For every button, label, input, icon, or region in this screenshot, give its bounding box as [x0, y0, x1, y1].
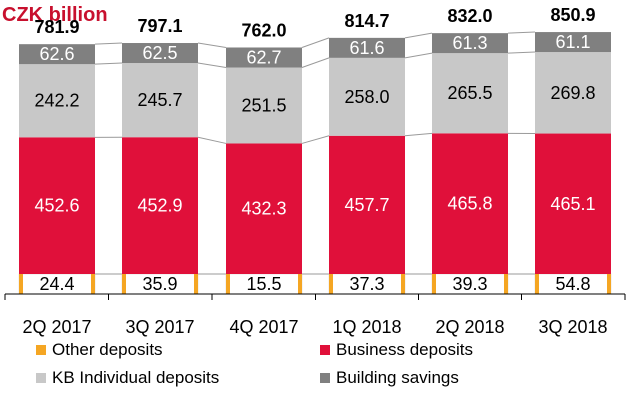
bar-business-deposits [432, 133, 508, 274]
chart-title: CZK billion [2, 4, 108, 26]
connector-line [404, 132, 433, 137]
data-label: 61.3 [452, 33, 487, 53]
bar-kb-individual-deposits [535, 52, 611, 134]
data-label: 37.3 [349, 274, 384, 294]
connector-line [94, 62, 123, 65]
data-label: 61.1 [555, 32, 590, 52]
data-label: 465.8 [447, 194, 492, 214]
data-label: 457.7 [344, 195, 389, 215]
bar-building-savings [226, 47, 302, 68]
legend-swatch-other-deposits [36, 344, 46, 355]
data-label: 35.9 [142, 274, 177, 294]
data-label: 24.4 [39, 274, 74, 294]
bar-building-savings [122, 43, 198, 64]
x-tick-label: 1Q 2018 [332, 317, 401, 337]
legend-swatch-building-savings [320, 372, 330, 383]
legend-item-kb-individual-deposits: KB Individual deposits [36, 368, 219, 388]
legend-swatch-business-deposits [320, 344, 330, 355]
data-label: 432.3 [241, 199, 286, 219]
data-label: 15.5 [246, 274, 281, 294]
legend-swatch-kb-individual-deposits [36, 372, 46, 383]
connector-line [507, 31, 536, 34]
bar-business-deposits [226, 143, 302, 274]
x-tick-label: 2Q 2018 [435, 317, 504, 337]
connector-line [404, 32, 433, 39]
data-label: 62.5 [142, 43, 177, 63]
bar-kb-individual-deposits [19, 64, 95, 138]
connector-line [404, 52, 433, 59]
bar-building-savings [19, 44, 95, 65]
legend-label-kb-individual-deposits: KB Individual deposits [52, 368, 220, 387]
bar-kb-individual-deposits [329, 57, 405, 136]
connector-line [197, 42, 227, 48]
data-label: 242.2 [34, 91, 79, 111]
x-tick-label: 3Q 2018 [538, 317, 607, 337]
bar-other-deposits-stripe [298, 274, 302, 294]
legend-label-business-deposits: Business deposits [336, 340, 474, 359]
x-tick-label: 4Q 2017 [229, 317, 298, 337]
bar-other-deposits-stripe [401, 274, 405, 294]
bar-business-deposits [329, 135, 405, 274]
connector-line [507, 51, 536, 54]
connector-line [94, 42, 123, 45]
bar-other-deposits-stripe [329, 274, 333, 294]
data-label: 39.3 [452, 274, 487, 294]
connector-line [301, 37, 330, 48]
bar-other-deposits-stripe [226, 274, 230, 294]
data-label: 245.7 [137, 90, 182, 110]
total-label: 762.0 [241, 20, 286, 40]
connector-line [301, 57, 330, 68]
data-label: 265.5 [447, 83, 492, 103]
legend-item-other-deposits: Other deposits [36, 340, 163, 360]
bar-other-deposits-stripe [607, 274, 611, 294]
data-label: 269.8 [550, 83, 595, 103]
bar-building-savings [432, 33, 508, 54]
bar-business-deposits [19, 137, 95, 274]
data-label: 258.0 [344, 87, 389, 107]
data-label: 251.5 [241, 95, 286, 115]
data-label: 54.8 [555, 274, 590, 294]
total-label: 797.1 [137, 16, 182, 36]
connector-line [197, 136, 227, 144]
total-label: 832.0 [447, 6, 492, 26]
bar-kb-individual-deposits [432, 53, 508, 134]
legend-item-building-savings: Building savings [320, 368, 459, 388]
legend-label-building-savings: Building savings [336, 368, 459, 387]
total-label: 781.9 [34, 17, 79, 37]
bar-other-deposits-stripe [504, 274, 508, 294]
bar-kb-individual-deposits [122, 63, 198, 138]
bar-business-deposits [535, 133, 611, 274]
bar-other-deposits-stripe [122, 274, 126, 294]
x-tick-label: 2Q 2017 [22, 317, 91, 337]
data-label: 452.6 [34, 196, 79, 216]
bar-building-savings [329, 37, 405, 58]
bar-other-deposits-stripe [91, 274, 95, 294]
bar-kb-individual-deposits [226, 67, 302, 144]
bar-building-savings [535, 32, 611, 53]
data-label: 465.1 [550, 194, 595, 214]
bar-other-deposits-stripe [432, 274, 436, 294]
data-label: 452.9 [137, 196, 182, 216]
bar-other-deposits-stripe [194, 274, 198, 294]
data-label: 62.7 [246, 47, 281, 67]
legend-label-other-deposits: Other deposits [52, 340, 163, 359]
data-label: 62.6 [39, 44, 74, 64]
total-label: 850.9 [550, 5, 595, 25]
x-tick-label: 3Q 2017 [125, 317, 194, 337]
legend-item-business-deposits: Business deposits [320, 340, 473, 360]
bar-other-deposits-stripe [19, 274, 23, 294]
bar-business-deposits [122, 137, 198, 274]
connector-line [197, 62, 227, 68]
data-label: 61.6 [349, 38, 384, 58]
total-label: 814.7 [344, 11, 389, 31]
connector-line [301, 135, 330, 144]
bar-other-deposits-stripe [535, 274, 539, 294]
